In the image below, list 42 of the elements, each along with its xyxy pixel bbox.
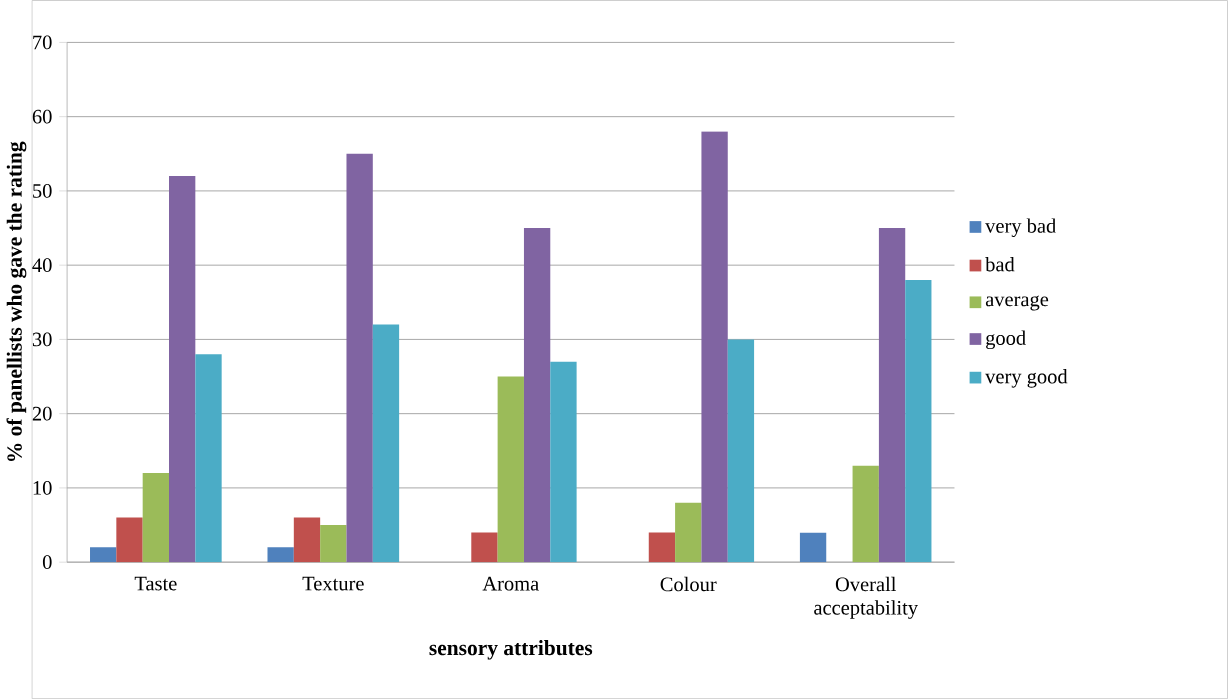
bar [267, 547, 294, 563]
x-axis-title: sensory attributes [429, 640, 593, 660]
y-axis-title: % of panellists who gave the rating [6, 141, 27, 461]
bar [523, 227, 551, 563]
bar [799, 532, 827, 563]
bar [90, 547, 117, 563]
bar [727, 339, 755, 563]
bar [195, 354, 222, 563]
legend-label: very bad [985, 218, 1056, 237]
bar [648, 532, 676, 563]
y-tick-label: 60 [32, 109, 52, 124]
bar [169, 175, 196, 563]
bar [142, 472, 170, 563]
bar [497, 376, 524, 563]
x-tick-label: Taste [134, 576, 177, 591]
bar [878, 227, 906, 563]
legend-label: average [985, 295, 1049, 311]
bar [320, 524, 347, 563]
y-tick-label: 70 [33, 35, 52, 50]
y-tick-label: 40 [32, 258, 52, 273]
bar [675, 502, 702, 563]
legend-label: very good [985, 368, 1068, 388]
bar [550, 361, 577, 563]
y-tick-label: 50 [33, 183, 52, 198]
bar [852, 465, 879, 563]
x-tick-label: Aroma [482, 576, 539, 591]
bar [471, 532, 498, 563]
x-tick-label: Overall acceptability [814, 576, 918, 619]
x-tick-label: Colour [660, 576, 717, 592]
y-tick-label: 10 [33, 480, 52, 495]
bar [293, 517, 321, 563]
legend-label: bad [985, 256, 1015, 272]
y-tick-label: 20 [32, 406, 52, 421]
bar [116, 517, 143, 563]
bar [346, 153, 373, 563]
x-tick-label: Texture [302, 576, 364, 591]
bar [372, 324, 400, 563]
y-tick-label: 0 [42, 555, 52, 570]
bar [701, 131, 728, 563]
legend-label: good [986, 330, 1026, 349]
bar [905, 279, 932, 563]
y-tick-label: 30 [32, 332, 52, 347]
